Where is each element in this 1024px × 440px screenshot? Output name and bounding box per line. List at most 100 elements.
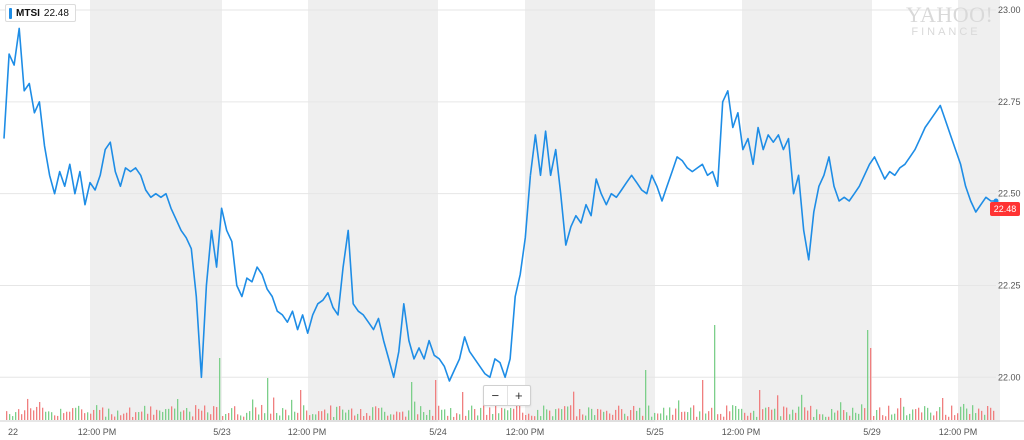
volume-bar: [738, 408, 740, 420]
volume-bar: [60, 408, 62, 420]
volume-bar: [513, 408, 515, 420]
volume-bar: [399, 412, 401, 420]
volume-bar: [660, 413, 662, 420]
volume-bar: [507, 410, 509, 420]
volume-bar: [726, 405, 728, 420]
volume-bar: [645, 370, 647, 420]
volume-bar: [126, 412, 128, 420]
volume-bar: [483, 405, 485, 420]
volume-bar: [255, 407, 257, 420]
volume-bar: [678, 400, 680, 420]
volume-bar: [816, 409, 818, 420]
volume-bar: [180, 411, 182, 420]
volume-bar: [405, 416, 407, 420]
volume-bar: [459, 414, 461, 420]
volume-bar: [948, 416, 950, 420]
volume-bar: [387, 415, 389, 420]
volume-bar: [549, 410, 551, 420]
volume-bar: [426, 414, 428, 420]
volume-bar: [966, 408, 968, 420]
volume-bar: [423, 412, 425, 420]
volume-bar: [885, 416, 887, 420]
zoom-in-button[interactable]: +: [506, 386, 531, 405]
volume-bar: [36, 406, 38, 420]
volume-bar: [765, 407, 767, 420]
volume-bar: [225, 413, 227, 420]
volume-bar: [57, 415, 59, 420]
volume-bar: [552, 416, 554, 420]
volume-bar: [453, 416, 455, 420]
volume-bar: [75, 407, 77, 420]
volume-bar: [534, 416, 536, 420]
volume-bar: [969, 414, 971, 420]
volume-bar: [186, 407, 188, 420]
volume-bar: [834, 412, 836, 420]
last-price-tag: 22.48: [990, 202, 1020, 216]
volume-bar: [48, 411, 50, 420]
volume-bar: [204, 405, 206, 420]
volume-bar: [906, 415, 908, 420]
volume-bar: [51, 412, 53, 420]
volume-bar: [9, 414, 11, 420]
volume-bar: [762, 409, 764, 420]
volume-bar: [165, 409, 167, 420]
volume-bar: [99, 409, 101, 420]
volume-bar: [153, 414, 155, 420]
volume-bar: [516, 405, 518, 420]
volume-bar: [429, 409, 431, 420]
volume-bar: [231, 408, 233, 420]
volume-bar: [510, 407, 512, 420]
volume-bar: [162, 411, 164, 420]
volume-bar: [132, 416, 134, 420]
volume-bar: [438, 405, 440, 420]
volume-bar: [375, 406, 377, 420]
volume-bar: [243, 416, 245, 420]
volume-bar: [675, 408, 677, 420]
volume-bar: [624, 413, 626, 420]
volume-bar: [606, 410, 608, 420]
volume-bar: [705, 413, 707, 420]
volume-bar: [927, 407, 929, 420]
x-tick-label: 5/29: [863, 427, 881, 437]
watermark-line2: FINANCE: [911, 26, 981, 38]
volume-bar: [411, 382, 413, 420]
x-tick-label: 5/23: [213, 427, 231, 437]
legend[interactable]: MTSI 22.48: [5, 4, 76, 22]
volume-bar: [195, 405, 197, 420]
volume-bar: [174, 408, 176, 420]
volume-bar: [498, 413, 500, 420]
x-tick-label: 22: [8, 427, 18, 437]
volume-bar: [771, 409, 773, 420]
volume-bar: [369, 415, 371, 420]
volume-bar: [957, 413, 959, 420]
volume-bar: [981, 410, 983, 420]
volume-bar: [603, 411, 605, 420]
gridlines: [0, 9, 996, 378]
volume-bar: [891, 414, 893, 420]
volume-bar: [582, 414, 584, 420]
volume-bar: [468, 410, 470, 420]
volume-bar: [228, 413, 230, 420]
volume-bar: [366, 413, 368, 420]
volume-bar: [78, 405, 80, 420]
volume-bar: [318, 411, 320, 420]
volume-bar: [546, 409, 548, 420]
volume-bar: [933, 415, 935, 420]
volume-bar: [462, 392, 464, 420]
volume-bar: [777, 395, 779, 420]
volume-bar: [609, 413, 611, 420]
y-tick-label: 23.00: [998, 5, 1021, 15]
volume-bar: [615, 409, 617, 420]
volume-bar: [936, 411, 938, 420]
zoom-out-button[interactable]: −: [491, 388, 500, 403]
volume-bar: [270, 413, 272, 420]
volume-bar: [15, 412, 17, 420]
volume-bar: [63, 413, 65, 420]
volume-bar: [894, 413, 896, 420]
volume-bar: [345, 412, 347, 420]
volume-bar: [114, 416, 116, 420]
volume-bar: [954, 415, 956, 420]
volume-bar: [729, 411, 731, 420]
